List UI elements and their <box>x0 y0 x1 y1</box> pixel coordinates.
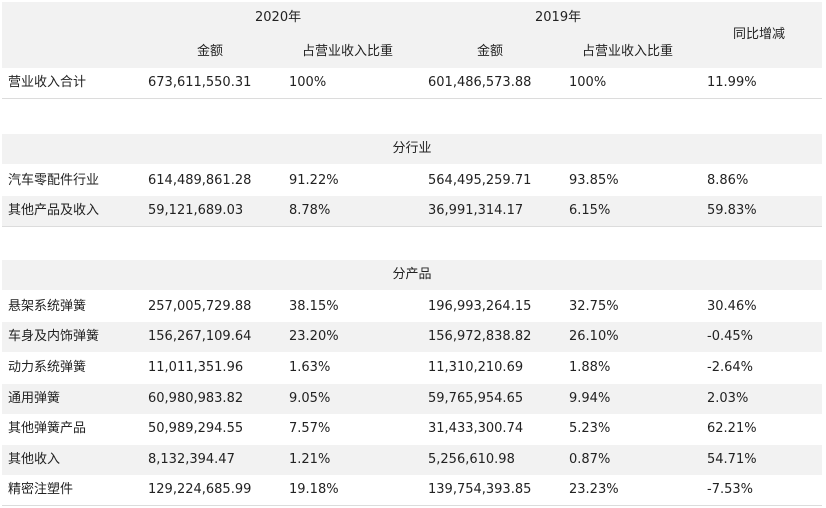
amount-2019: 196,993,264.15 <box>428 299 532 314</box>
row-label: 通用弹簧 <box>8 391 61 406</box>
amount-2020: 129,224,685.99 <box>148 482 252 497</box>
section-industry-title: 分行业 <box>2 134 822 164</box>
ratio-2019: 23.23% <box>569 482 619 497</box>
ratio-2019-header: 占营业收入比重 <box>582 44 674 59</box>
ratio-2020: 1.21% <box>289 452 331 467</box>
table-row: 通用弹簧 60,980,983.82 9.05% 59,765,954.65 9… <box>2 384 822 414</box>
amount-2020: 614,489,861.28 <box>148 173 252 188</box>
row-label: 悬架系统弹簧 <box>8 299 87 314</box>
ratio-2020: 1.63% <box>289 360 331 375</box>
ratio-2020: 7.57% <box>289 421 331 436</box>
table-row: 汽车零配件行业 614,489,861.28 91.22% 564,495,25… <box>2 166 822 196</box>
row-label: 汽车零配件行业 <box>8 173 100 188</box>
table-row: 车身及内饰弹簧 156,267,109.64 23.20% 156,972,83… <box>2 322 822 352</box>
amount-2020-header: 金额 <box>197 44 224 59</box>
yoy-change: -0.45% <box>707 329 753 344</box>
row-label: 动力系统弹簧 <box>8 360 87 375</box>
yoy-change: 2.03% <box>707 391 749 406</box>
row-label: 其他弹簧产品 <box>8 421 87 436</box>
ratio-2020: 100% <box>289 75 327 90</box>
yoy-change: 11.99% <box>707 75 757 90</box>
table-row: 动力系统弹簧 11,011,351.96 1.63% 11,310,210.69… <box>2 353 822 383</box>
amount-2019: 5,256,610.98 <box>428 452 515 467</box>
yoy-change: 59.83% <box>707 203 757 218</box>
amount-2020: 50,989,294.55 <box>148 421 244 436</box>
yoy-change: 62.21% <box>707 421 757 436</box>
ratio-2019: 26.10% <box>569 329 619 344</box>
ratio-2019: 9.94% <box>569 391 611 406</box>
amount-2020: 59,121,689.03 <box>148 203 244 218</box>
amount-2019: 564,495,259.71 <box>428 173 532 188</box>
ratio-2019: 32.75% <box>569 299 619 314</box>
ratio-2019: 5.23% <box>569 421 611 436</box>
row-label: 精密注塑件 <box>8 482 74 497</box>
yoy-change: -7.53% <box>707 482 753 497</box>
ratio-2019: 6.15% <box>569 203 611 218</box>
ratio-2019: 93.85% <box>569 173 619 188</box>
table-header: 2020年 2019年 金额 占营业收入比重 金额 占营业收入比重 同比增减 <box>2 2 822 68</box>
amount-2020: 673,611,550.31 <box>148 75 252 90</box>
amount-2020: 8,132,394.47 <box>148 452 235 467</box>
amount-2019: 156,972,838.82 <box>428 329 532 344</box>
amount-2020: 11,011,351.96 <box>148 360 244 375</box>
yoy-header: 同比增减 <box>733 27 786 42</box>
amount-2019-header: 金额 <box>477 44 504 59</box>
ratio-2020: 23.20% <box>289 329 339 344</box>
ratio-2020: 91.22% <box>289 173 339 188</box>
section-product-title: 分产品 <box>2 260 822 290</box>
ratio-2020: 19.18% <box>289 482 339 497</box>
total-row: 营业收入合计 673,611,550.31 100% 601,486,573.8… <box>2 68 822 99</box>
table-row: 其他产品及收入 59,121,689.03 8.78% 36,991,314.1… <box>2 196 822 227</box>
row-label: 车身及内饰弹簧 <box>8 329 100 344</box>
yoy-change: -2.64% <box>707 360 753 375</box>
yoy-change: 54.71% <box>707 452 757 467</box>
year-2020-header: 2020年 <box>255 10 302 25</box>
row-label: 其他收入 <box>8 452 61 467</box>
table-row: 精密注塑件 129,224,685.99 19.18% 139,754,393.… <box>2 475 822 506</box>
table-row: 其他收入 8,132,394.47 1.21% 5,256,610.98 0.8… <box>2 445 822 475</box>
ratio-2020: 8.78% <box>289 203 331 218</box>
amount-2019: 139,754,393.85 <box>428 482 532 497</box>
amount-2019: 36,991,314.17 <box>428 203 524 218</box>
ratio-2020: 9.05% <box>289 391 331 406</box>
table-row: 悬架系统弹簧 257,005,729.88 38.15% 196,993,264… <box>2 292 822 322</box>
yoy-change: 8.86% <box>707 173 749 188</box>
ratio-2020-header: 占营业收入比重 <box>302 44 394 59</box>
row-label: 其他产品及收入 <box>8 203 100 218</box>
amount-2019: 11,310,210.69 <box>428 360 524 375</box>
row-label: 营业收入合计 <box>8 75 87 90</box>
amount-2019: 601,486,573.88 <box>428 75 532 90</box>
amount-2019: 59,765,954.65 <box>428 391 524 406</box>
table-row: 其他弹簧产品 50,989,294.55 7.57% 31,433,300.74… <box>2 414 822 444</box>
ratio-2019: 100% <box>569 75 607 90</box>
amount-2020: 156,267,109.64 <box>148 329 252 344</box>
ratio-2020: 38.15% <box>289 299 339 314</box>
yoy-change: 30.46% <box>707 299 757 314</box>
year-2019-header: 2019年 <box>535 10 582 25</box>
amount-2019: 31,433,300.74 <box>428 421 524 436</box>
ratio-2019: 1.88% <box>569 360 611 375</box>
ratio-2019: 0.87% <box>569 452 611 467</box>
amount-2020: 257,005,729.88 <box>148 299 252 314</box>
amount-2020: 60,980,983.82 <box>148 391 244 406</box>
